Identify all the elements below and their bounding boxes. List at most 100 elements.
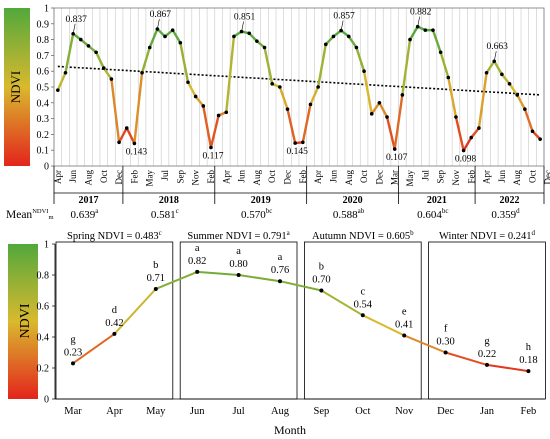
data-point: [485, 362, 489, 367]
data-point: [270, 82, 275, 86]
value-label: 0.82: [188, 256, 206, 267]
significance-letter: b: [153, 260, 158, 271]
x-tick-label: May: [405, 170, 415, 187]
peak-label: 0.882: [410, 8, 432, 18]
significance-letter: a: [195, 243, 200, 254]
data-point: [201, 104, 206, 108]
series-segment: [194, 95, 205, 108]
significance-letter: f: [444, 324, 448, 335]
year-label: 2017: [78, 195, 98, 206]
series-segment: [117, 126, 128, 144]
data-point: [262, 45, 267, 50]
x-tick-label: Oct: [99, 170, 109, 183]
data-point: [415, 24, 420, 29]
trough-label: 0.098: [455, 155, 477, 165]
year-label: 2018: [159, 195, 179, 206]
y-tick-label: 0.6: [37, 67, 50, 78]
data-point: [377, 101, 382, 105]
data-point: [140, 70, 144, 75]
data-point: [301, 140, 305, 145]
mean-value: 0.639a: [71, 207, 100, 221]
series-segment: [186, 81, 197, 98]
data-point: [94, 50, 98, 55]
series-segment: [209, 114, 220, 149]
x-tick-label: Feb: [206, 170, 216, 184]
data-point: [316, 85, 320, 89]
y-tick-label: 0.4: [37, 98, 50, 109]
data-point: [392, 147, 397, 151]
y-tick-label: 1: [44, 4, 49, 15]
series-segment: [202, 104, 213, 149]
x-tick-label: Oct: [359, 170, 369, 183]
data-point: [278, 85, 282, 89]
x-tick-label: Dec: [543, 170, 550, 185]
year-label: 2019: [251, 195, 271, 206]
x-tick-label: Dec: [374, 170, 384, 185]
mean-row-label: MeanNDVIm: [6, 208, 54, 221]
series-segment: [171, 28, 182, 44]
bottom-value-labels: 0.23 g 0.42 d 0.71 b 0.82 a 0.80 a 0.76 a 0.70 b 0.54 c…: [64, 243, 538, 366]
series-segment: [508, 82, 519, 97]
data-point: [523, 107, 527, 111]
peak-label: 0.851: [234, 13, 256, 23]
value-label: 0.42: [105, 318, 123, 329]
top-value-labels: 0.837 0.867 0.851 0.857 0.882 0.663 0.143 0.117…: [65, 8, 508, 165]
data-point: [216, 113, 221, 118]
series-segment: [196, 270, 240, 276]
significance-letter: b: [319, 262, 324, 273]
season-label: Summer NDVI = 0.791a: [187, 229, 290, 242]
series-segment: [431, 28, 442, 54]
data-point: [209, 145, 213, 150]
data-point: [538, 137, 542, 141]
y-tick-label: 0.9: [37, 19, 50, 30]
x-tick-label: Jun: [328, 170, 338, 183]
data-point: [323, 42, 328, 47]
y-tick-label: 0.3: [37, 114, 50, 125]
series-segment: [309, 85, 320, 106]
significance-letter: h: [526, 342, 532, 353]
peak-label: 0.663: [487, 42, 509, 52]
top-panel: NDVI 0 0.1 0.2 0.3 0.4 0.5 0.6 0.7 0.8 0.9 1 0.837…: [4, 4, 550, 221]
x-tick-label: Apr: [53, 170, 63, 184]
data-point: [63, 70, 68, 75]
x-tick-label: Apr: [313, 170, 323, 184]
series-segment: [278, 85, 289, 111]
y-tick-label: 0.1: [37, 146, 50, 157]
series-segment: [279, 280, 323, 292]
x-tick-label: Jun: [497, 170, 507, 183]
data-point: [339, 28, 343, 33]
data-point: [56, 88, 60, 92]
series-segment: [516, 93, 527, 111]
series-segment: [179, 41, 190, 84]
data-point: [236, 273, 241, 277]
mean-value: 0.581c: [151, 207, 179, 221]
data-point: [308, 102, 313, 107]
data-point: [186, 80, 190, 85]
data-point: [354, 45, 359, 50]
significance-letter: d: [112, 305, 118, 316]
series-segment: [486, 363, 530, 373]
series-segment: [125, 126, 136, 145]
data-point: [86, 44, 91, 48]
series-segment: [113, 287, 157, 335]
year-label: 2022: [500, 195, 520, 206]
data-point: [278, 279, 282, 284]
bottom-series-line: [72, 270, 530, 373]
y-tick-label: 0.6: [37, 302, 50, 313]
data-point: [431, 28, 435, 32]
data-point: [195, 269, 200, 274]
y-tick-label: 0.5: [37, 83, 50, 94]
series-segment: [324, 35, 335, 46]
year-label: 2021: [427, 195, 447, 206]
data-point: [232, 34, 236, 39]
series-segment: [320, 289, 364, 317]
significance-letter: g: [70, 334, 76, 345]
data-point: [423, 28, 428, 32]
x-tick-label: Jul: [160, 170, 170, 181]
peak-label: 0.837: [65, 15, 87, 25]
y-tick-label: 0.4: [37, 333, 50, 344]
x-tick-label: Mar: [64, 406, 82, 417]
series-segment: [133, 71, 144, 145]
x-tick-label: Sep: [436, 170, 446, 184]
